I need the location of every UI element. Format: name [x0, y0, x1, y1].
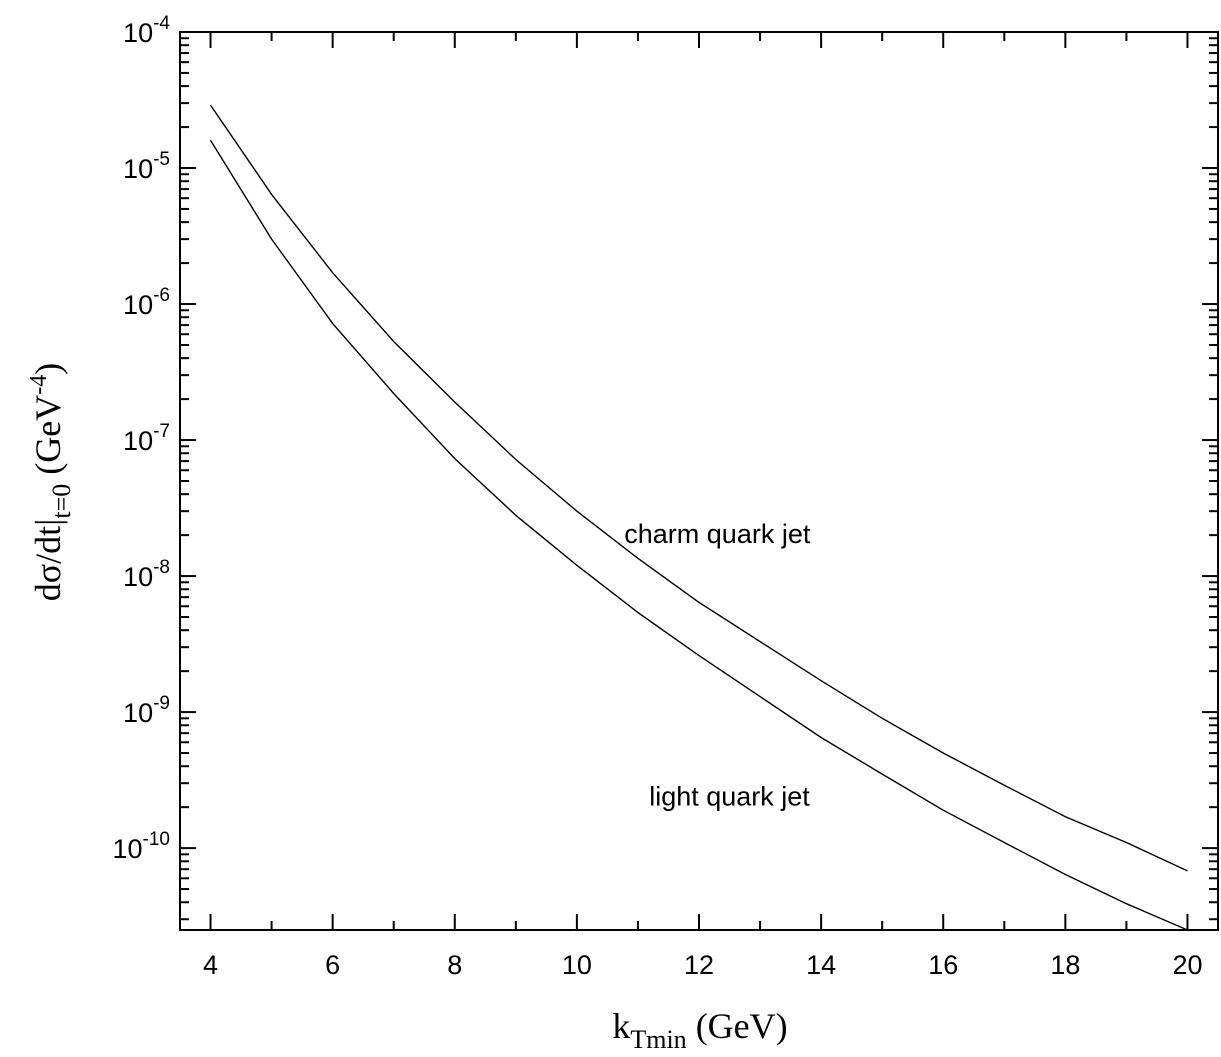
y-axis-title: dσ/dt|t=0 (GeV-4)	[26, 363, 76, 601]
series-line-charm-quark-jet	[209, 104, 1188, 872]
annotation-light-quark-jet: light quark jet	[649, 782, 810, 812]
annotation-charm-quark-jet: charm quark jet	[624, 519, 811, 549]
y-tick-label: 10-6	[123, 285, 170, 320]
x-tick-labels: 4 6 8 10 12 14 16 18 20	[203, 950, 1202, 980]
x-tick-label: 16	[928, 950, 958, 980]
y-tick-label: 10-5	[123, 149, 170, 184]
axis-ticks	[180, 31, 1218, 930]
x-tick-label: 12	[684, 950, 714, 980]
x-tick-label: 8	[447, 950, 462, 980]
x-tick-label: 18	[1050, 950, 1080, 980]
y-tick-label: 10-4	[123, 13, 170, 48]
x-tick-label: 20	[1172, 950, 1202, 980]
x-tick-label: 14	[806, 950, 836, 980]
x-tick-label: 6	[325, 950, 340, 980]
series-lines	[209, 104, 1188, 931]
y-tick-label: 10-9	[123, 693, 170, 728]
y-tick-label: 10-7	[123, 421, 170, 456]
series-annotations: charm quark jet light quark jet	[624, 519, 811, 812]
y-tick-label: 10-10	[112, 829, 170, 864]
x-tick-label: 4	[203, 950, 218, 980]
x-axis-title: kTmin (GeV)	[612, 1006, 787, 1054]
y-tick-labels: 10-4 10-5 10-6 10-7 10-8 10-9 10-10	[112, 13, 170, 864]
series-line-light-quark-jet	[209, 139, 1188, 931]
x-tick-label: 10	[562, 950, 592, 980]
y-tick-label: 10-8	[123, 557, 170, 592]
